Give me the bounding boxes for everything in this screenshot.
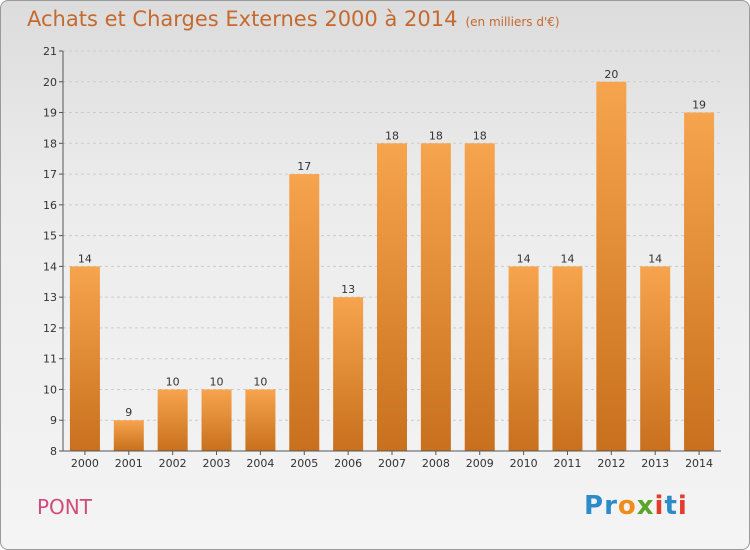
bar <box>684 112 715 452</box>
title-unit: (en milliers d'€) <box>465 15 560 29</box>
bar-value-label: 20 <box>604 68 618 81</box>
bar-value-label: 18 <box>385 129 399 142</box>
y-tick-label: 19 <box>43 107 57 120</box>
bar <box>552 266 583 451</box>
bar-value-label: 10 <box>210 375 224 388</box>
bar <box>157 389 188 451</box>
y-tick-label: 12 <box>43 322 57 335</box>
bar <box>596 81 627 452</box>
x-tick-label: 2012 <box>597 457 625 470</box>
bar <box>420 143 451 452</box>
x-tick-label: 2001 <box>115 457 143 470</box>
x-tick-label: 2003 <box>203 457 231 470</box>
logo-letter: x <box>636 491 655 521</box>
y-tick-label: 13 <box>43 291 57 304</box>
bar-value-label: 17 <box>297 160 311 173</box>
logo-letter: P <box>584 491 605 521</box>
y-tick-label: 10 <box>43 383 57 396</box>
x-tick-label: 2002 <box>159 457 187 470</box>
bar-value-label: 10 <box>253 375 267 388</box>
x-tick-label: 2008 <box>422 457 450 470</box>
x-tick-label: 2000 <box>71 457 99 470</box>
y-tick-label: 21 <box>43 45 57 58</box>
proxiti-logo: Proxiti <box>584 491 688 521</box>
bar <box>508 266 539 451</box>
bar-value-label: 14 <box>78 252 92 265</box>
y-tick-label: 17 <box>43 168 57 181</box>
logo-letter: i <box>654 491 665 521</box>
x-tick-label: 2013 <box>641 457 669 470</box>
y-tick-label: 11 <box>43 353 57 366</box>
x-tick-label: 2010 <box>510 457 538 470</box>
bar-value-label: 18 <box>473 129 487 142</box>
bar-value-label: 14 <box>648 252 662 265</box>
bar-value-label: 18 <box>429 129 443 142</box>
x-tick-label: 2011 <box>553 457 581 470</box>
bar-value-label: 13 <box>341 283 355 296</box>
logo-letter: r <box>604 491 618 521</box>
title-text: Achats et Charges Externes 2000 à 2014 <box>27 7 458 31</box>
chart-title: Achats et Charges Externes 2000 à 2014 (e… <box>27 7 560 31</box>
y-tick-label: 18 <box>43 137 57 150</box>
bar <box>377 143 407 452</box>
logo-letter: i <box>677 491 688 521</box>
bar <box>289 174 320 452</box>
place-name: PONT <box>37 495 92 519</box>
bar-value-label: 9 <box>125 406 132 419</box>
y-tick-label: 14 <box>43 260 57 273</box>
bar <box>333 297 364 451</box>
y-tick-label: 15 <box>43 230 57 243</box>
x-tick-label: 2009 <box>466 457 494 470</box>
x-tick-label: 2007 <box>378 457 406 470</box>
logo-letter: o <box>617 491 637 521</box>
y-tick-label: 16 <box>43 199 57 212</box>
x-tick-label: 2005 <box>290 457 318 470</box>
bar-value-label: 14 <box>560 252 574 265</box>
y-tick-label: 20 <box>43 76 57 89</box>
logo-letter: t <box>664 491 678 521</box>
bar-value-label: 19 <box>692 99 706 112</box>
y-tick-label: 8 <box>50 445 57 458</box>
bar <box>69 266 100 451</box>
x-tick-label: 2014 <box>685 457 713 470</box>
x-tick-label: 2006 <box>334 457 362 470</box>
bar-value-label: 10 <box>166 375 180 388</box>
y-tick-label: 9 <box>50 414 57 427</box>
bar <box>640 266 671 451</box>
x-tick-label: 2004 <box>246 457 274 470</box>
bar <box>464 143 495 452</box>
bar <box>113 420 144 451</box>
bar <box>245 389 276 451</box>
bar <box>201 389 232 451</box>
bar-value-label: 14 <box>517 252 531 265</box>
